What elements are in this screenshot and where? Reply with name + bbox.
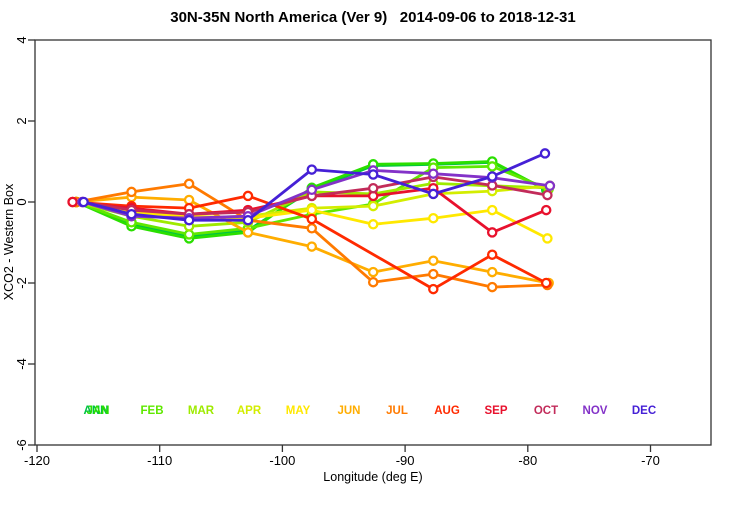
x-tick-label: -90 (396, 453, 415, 468)
y-axis-ticks: 4 2 0 -2 -4 -6 (14, 36, 35, 451)
series-line-AUG (71, 194, 548, 291)
legend-label-SEP: SEP (484, 405, 507, 417)
data-point-JUN (306, 241, 318, 252)
legend-label-DEC: DEC (632, 405, 656, 417)
data-point-DEC (539, 148, 551, 159)
data-point-OCT (367, 182, 379, 194)
legend-label-ANN: ANN (84, 405, 109, 417)
plot-box (34, 39, 712, 446)
data-point-MAY (306, 204, 318, 216)
legend-label-AUG: AUG (434, 405, 460, 417)
x-tick-label: -70 (641, 453, 660, 468)
y-tick-label: 4 (14, 36, 29, 43)
data-point-MAY (367, 219, 379, 230)
chart-title: 30N-35N North America (Ver 9) 2014-09-06… (170, 9, 575, 26)
data-point-JUL (126, 186, 137, 198)
legend-label-MAY: MAY (286, 405, 311, 417)
legend-label-JUL: JUL (386, 405, 408, 417)
data-point-DEC (183, 214, 195, 226)
y-tick-label: 2 (14, 117, 29, 124)
data-point-AUG (486, 249, 498, 260)
legend-label-NOV: NOV (583, 405, 608, 417)
legend-label-JUN: JUN (337, 405, 360, 417)
data-point-DEC (78, 196, 89, 208)
data-series-layer (67, 148, 556, 295)
data-point-APR (367, 200, 379, 212)
legend-label-APR: APR (237, 405, 262, 417)
x-tick-label: -120 (24, 453, 50, 468)
data-point-JUL (428, 268, 439, 280)
data-point-NOV (306, 184, 318, 196)
data-point-DEC (126, 208, 137, 220)
data-point-SEP (540, 204, 552, 216)
data-point-DEC (428, 188, 439, 200)
data-point-MAY (486, 204, 498, 216)
data-point-SEP (486, 227, 498, 238)
data-point-JUL (486, 281, 498, 293)
y-tick-label: 0 (14, 198, 29, 205)
y-tick-label: -2 (14, 277, 29, 289)
data-point-AUG (540, 277, 552, 289)
data-point-MAY (542, 233, 553, 244)
data-point-DEC (306, 164, 318, 175)
data-point-JUN (367, 266, 379, 278)
legend-label-FEB: FEB (141, 405, 164, 417)
data-point-DEC (242, 214, 254, 226)
y-tick-label: -4 (14, 358, 29, 370)
data-point-JUN (428, 255, 439, 266)
data-point-JUL (183, 178, 195, 190)
data-point-AUG (428, 283, 439, 295)
legend-label-MAR: MAR (188, 405, 215, 417)
data-point-JUL (367, 276, 379, 288)
data-point-NOV (428, 168, 439, 179)
data-point-DEC (486, 171, 498, 182)
y-tick-label: -6 (14, 439, 29, 451)
data-point-DEC (367, 169, 379, 180)
data-point-AUG (242, 190, 254, 202)
x-axis-title: Longitude (deg E) (323, 470, 422, 484)
data-point-AUG (306, 213, 318, 225)
data-point-SEP (67, 196, 78, 208)
x-tick-label: -80 (518, 453, 537, 468)
x-tick-label: -110 (147, 453, 172, 468)
x-axis-ticks: -120 -110 -100 -90 -80 -70 (24, 445, 660, 468)
x-tick-label: -100 (269, 453, 295, 468)
data-point-FEB (486, 161, 498, 172)
data-point-MAY (428, 212, 439, 224)
data-point-JUL (306, 223, 318, 234)
data-point-JUN (486, 266, 498, 278)
data-point-JUN (242, 227, 254, 238)
y-axis-title: XCO2 - Western Box (2, 183, 16, 300)
legend-label-OCT: OCT (534, 405, 558, 417)
legend-label-JAN: JAN (86, 405, 109, 417)
data-point-NOV (544, 180, 556, 192)
data-point-OCT (542, 189, 553, 201)
